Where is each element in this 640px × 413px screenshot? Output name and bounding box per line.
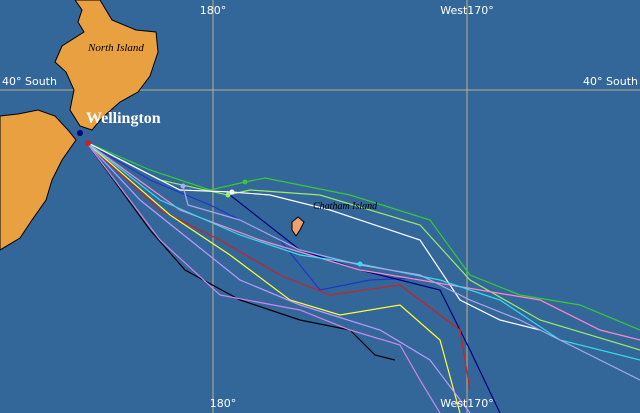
south-island xyxy=(0,109,77,251)
tracks xyxy=(85,141,640,413)
track-start xyxy=(357,261,363,267)
grid-label: 40° South xyxy=(583,75,638,88)
north-island xyxy=(54,0,159,131)
track xyxy=(85,141,541,331)
wellington-marker xyxy=(77,130,83,136)
track xyxy=(85,141,471,413)
track-start xyxy=(229,189,235,195)
grid-label: 180° xyxy=(200,4,227,17)
track-start xyxy=(225,192,231,198)
grid-label: West170° xyxy=(440,4,494,17)
place-label: Chatham Island xyxy=(313,201,378,212)
place-label: Wellington xyxy=(86,110,161,127)
track xyxy=(182,185,640,381)
track xyxy=(85,141,461,413)
track xyxy=(85,141,441,413)
chatham-island-shape xyxy=(291,216,305,237)
grid-label: 40° South xyxy=(2,75,57,88)
track xyxy=(85,141,640,331)
track-start xyxy=(180,183,186,189)
track xyxy=(85,141,396,361)
grid-label: 180° xyxy=(210,397,237,410)
wellington-marker xyxy=(85,140,91,146)
grid-label: West170° xyxy=(440,397,494,410)
place-label: North Island xyxy=(87,42,144,54)
track-start xyxy=(242,179,248,185)
